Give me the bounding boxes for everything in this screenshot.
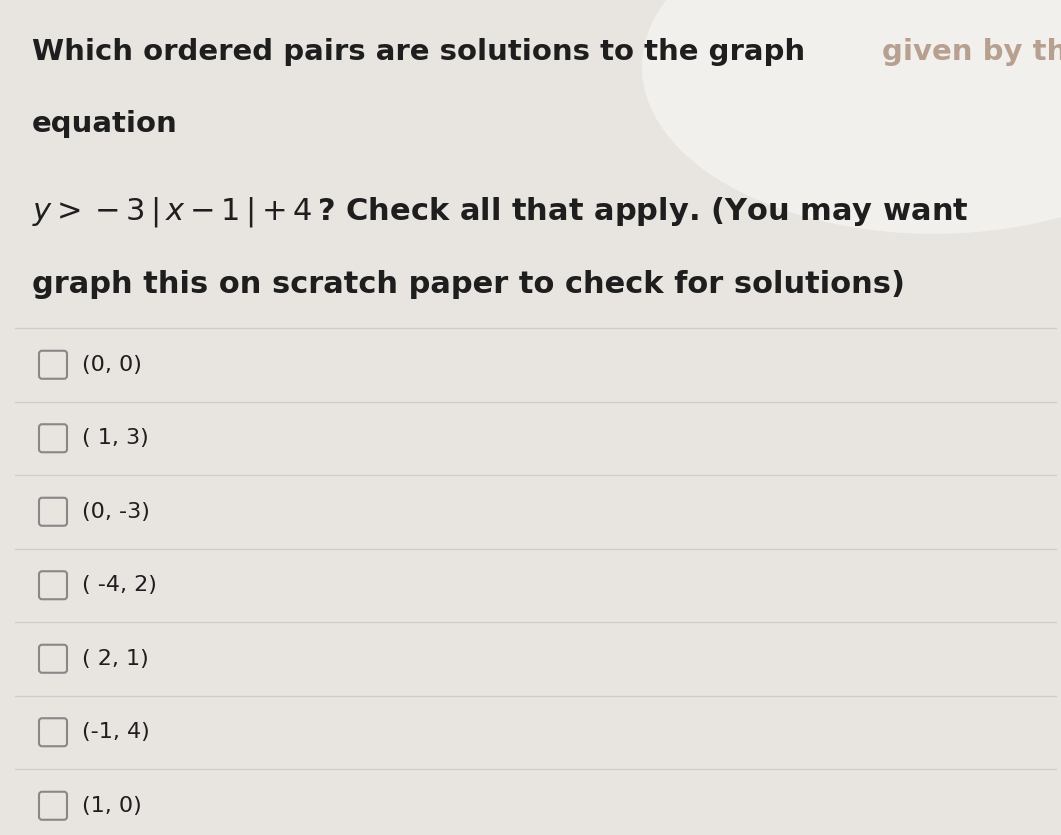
Text: Which ordered pairs are solutions to the graph: Which ordered pairs are solutions to the… — [32, 38, 815, 66]
Ellipse shape — [642, 0, 1061, 234]
Text: (0, -3): (0, -3) — [82, 502, 150, 522]
Text: (-1, 4): (-1, 4) — [82, 722, 150, 742]
Text: equation: equation — [32, 110, 178, 138]
Text: $y > -3\,|\,x - 1\,| + 4\,$? Check all that apply. (You may want: $y > -3\,|\,x - 1\,| + 4\,$? Check all t… — [32, 195, 969, 229]
Text: (1, 0): (1, 0) — [82, 796, 142, 816]
Text: given by the: given by the — [882, 38, 1061, 66]
Text: graph this on scratch paper to check for solutions): graph this on scratch paper to check for… — [32, 270, 905, 299]
Text: ( 1, 3): ( 1, 3) — [82, 428, 149, 448]
Text: ( 2, 1): ( 2, 1) — [82, 649, 149, 669]
Text: ( -4, 2): ( -4, 2) — [82, 575, 157, 595]
Text: (0, 0): (0, 0) — [82, 355, 142, 375]
